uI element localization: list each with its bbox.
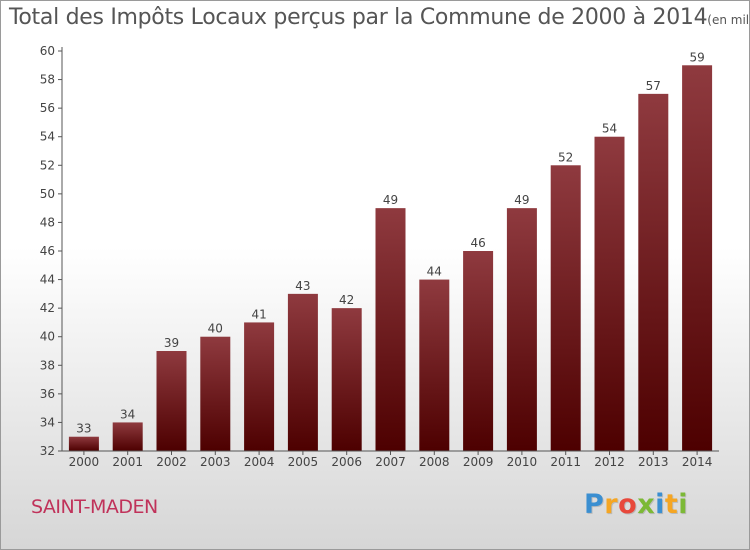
y-tick-label: 48 — [40, 215, 55, 229]
x-tick-label: 2006 — [331, 455, 362, 469]
y-tick-label: 32 — [40, 444, 55, 458]
logo-letter: r — [604, 489, 619, 520]
bar-2004 — [244, 322, 275, 451]
value-label: 54 — [602, 122, 617, 136]
value-label: 43 — [295, 279, 310, 293]
x-tick-label: 2009 — [463, 455, 494, 469]
x-tick-label: 2005 — [288, 455, 319, 469]
value-label: 41 — [251, 307, 266, 321]
value-label: 49 — [514, 193, 529, 207]
value-label: 52 — [558, 150, 573, 164]
bar-2014 — [682, 65, 713, 452]
x-tick-label: 2003 — [200, 455, 231, 469]
bar-2012 — [594, 136, 625, 451]
bar-2005 — [287, 293, 318, 451]
x-tick-label: 2012 — [594, 455, 625, 469]
y-tick-label: 40 — [40, 330, 55, 344]
y-tick-label: 60 — [40, 44, 55, 58]
value-label: 39 — [164, 336, 179, 350]
chart-title-text: Total des Impôts Locaux perçus par la Co… — [9, 5, 708, 30]
x-tick-label: 2001 — [112, 455, 143, 469]
bar-2007 — [375, 208, 406, 451]
logo-letter: i — [678, 489, 689, 520]
logo-letter: t — [664, 489, 679, 520]
x-tick-label: 2014 — [682, 455, 713, 469]
proxiti-logo: Proxiti — [584, 489, 688, 520]
logo-letter: o — [618, 489, 638, 520]
value-label: 33 — [76, 422, 91, 436]
y-tick-label: 56 — [40, 101, 55, 115]
bar-2006 — [331, 308, 362, 451]
value-label: 57 — [646, 79, 661, 93]
x-tick-label: 2011 — [550, 455, 581, 469]
value-label: 42 — [339, 293, 354, 307]
value-label: 40 — [208, 322, 223, 336]
y-tick-label: 54 — [40, 130, 55, 144]
y-tick-label: 58 — [40, 73, 55, 87]
x-tick-label: 2013 — [638, 455, 669, 469]
value-label: 34 — [120, 407, 135, 421]
commune-name: SAINT-MADEN — [31, 496, 158, 518]
value-label: 49 — [383, 193, 398, 207]
chart-unit: (en milliers d'€) — [707, 13, 750, 27]
bar-2003 — [200, 336, 231, 451]
y-tick-label: 38 — [40, 358, 55, 372]
logo-letter: P — [584, 489, 605, 520]
y-tick-label: 50 — [40, 187, 55, 201]
y-tick-label: 44 — [40, 273, 55, 287]
y-tick-label: 42 — [40, 301, 55, 315]
y-tick-label: 36 — [40, 387, 55, 401]
y-tick-label: 34 — [40, 415, 55, 429]
x-tick-label: 2007 — [375, 455, 406, 469]
x-tick-label: 2010 — [507, 455, 538, 469]
logo-letter: x — [637, 489, 656, 520]
logo-letter: i — [655, 489, 665, 520]
value-label: 59 — [689, 50, 704, 64]
bar-2010 — [506, 208, 537, 451]
bar-2002 — [156, 351, 187, 451]
x-tick-label: 2000 — [69, 455, 100, 469]
bar-2013 — [638, 93, 669, 451]
bar-2008 — [419, 279, 450, 451]
bar-2011 — [550, 165, 581, 452]
x-tick-label: 2008 — [419, 455, 450, 469]
x-tick-label: 2004 — [244, 455, 275, 469]
y-tick-label: 52 — [40, 158, 55, 172]
x-tick-label: 2002 — [156, 455, 187, 469]
y-tick-label: 46 — [40, 244, 55, 258]
chart-title: Total des Impôts Locaux perçus par la Co… — [9, 5, 750, 30]
value-label: 46 — [470, 236, 485, 250]
bar-2000 — [68, 436, 99, 451]
bar-2001 — [112, 422, 143, 451]
bar-2009 — [463, 251, 494, 451]
value-label: 44 — [427, 265, 442, 279]
